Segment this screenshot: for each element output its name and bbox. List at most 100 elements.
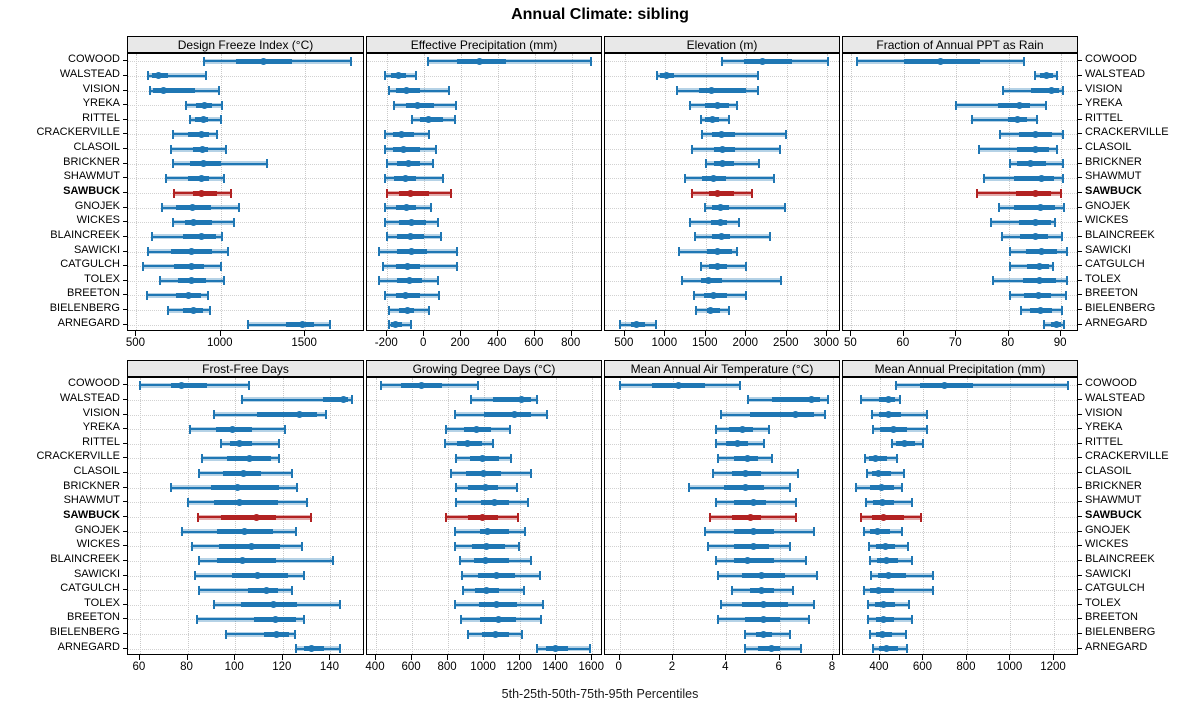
median-dot (1015, 101, 1023, 109)
y-axis-tick (123, 442, 127, 444)
y-axis-tick (1078, 148, 1082, 150)
station-label-left: ARNEGARD (57, 640, 120, 653)
median-dot (872, 454, 880, 462)
gridline-vertical (139, 378, 141, 654)
x-axis-tick-label: 1000 (470, 661, 496, 673)
whisker-cap (898, 395, 901, 405)
whisker-cap (688, 483, 690, 493)
y-axis-tick (1078, 294, 1082, 296)
whisker-cap (411, 115, 414, 125)
whisker-cap (772, 173, 775, 183)
gridline-vertical (827, 54, 829, 330)
median-dot (307, 645, 315, 653)
panel-frost-free-days-header: Frost-Free Days (127, 360, 364, 377)
gridline-horizontal (843, 134, 1077, 136)
panel-growing-degree-days-c (366, 377, 602, 655)
gridline-horizontal (367, 149, 601, 151)
median-dot (397, 130, 405, 138)
gridline-horizontal (367, 324, 601, 326)
gridline-horizontal (605, 648, 839, 650)
gridline-vertical (665, 54, 667, 330)
whisker-cap (456, 261, 459, 271)
whisker-cap (436, 276, 439, 286)
y-axis-tick (1078, 603, 1082, 605)
median-dot (197, 130, 205, 138)
percentile-5-95-line (896, 384, 1069, 387)
gridline-horizontal (843, 75, 1077, 77)
y-axis-tick (123, 516, 127, 517)
y-axis-tick (1078, 250, 1082, 252)
median-dot (240, 469, 248, 477)
x-axis-tick (832, 655, 833, 660)
station-label-left: BRICKNER (63, 155, 120, 168)
percentile-5-95-line (657, 74, 758, 77)
x-axis-tick (965, 655, 967, 660)
x-axis-tick-label: 800 (956, 661, 976, 673)
gridline-horizontal (367, 193, 601, 194)
whisker-cap (193, 571, 196, 581)
whisker-cap (529, 556, 532, 566)
gridline-vertical (966, 378, 968, 654)
whisker-cap (865, 468, 868, 478)
whisker-cap (900, 527, 903, 537)
median-dot (299, 321, 307, 329)
gridline-horizontal (367, 266, 601, 268)
station-label-left: WALSTEAD (59, 391, 120, 404)
median-dot (875, 586, 883, 594)
gridline-vertical (187, 378, 189, 654)
x-axis-tick-label: 1200 (506, 661, 532, 673)
whisker-cap (529, 468, 532, 478)
gridline-horizontal (367, 310, 601, 312)
x-axis-tick (375, 655, 376, 660)
y-axis-tick (1078, 133, 1082, 135)
whisker-cap (768, 424, 770, 434)
whisker-cap (427, 129, 430, 139)
whisker-cap (546, 410, 549, 420)
x-axis-tick (955, 331, 957, 336)
median-dot (1036, 277, 1044, 285)
whisker-cap (212, 410, 215, 420)
percentile-25-75-band (1013, 205, 1056, 211)
whisker-cap (223, 173, 226, 183)
gridline-horizontal (128, 310, 363, 312)
whisker-cap (300, 541, 303, 551)
y-axis-tick (1078, 486, 1082, 488)
whisker-cap (683, 173, 686, 183)
whisker-cap (618, 380, 621, 390)
whisker-cap (720, 600, 722, 610)
whisker-cap (212, 600, 215, 610)
whisker-cap (699, 261, 702, 271)
median-dot (200, 160, 208, 168)
whisker-cap (219, 261, 222, 271)
percentile-25-75-band (771, 397, 820, 403)
x-axis-tick-label: 70 (948, 337, 962, 349)
percentile-25-75-band (220, 514, 276, 520)
whisker-cap (808, 614, 810, 624)
whisker-cap (541, 600, 544, 610)
gridline-horizontal (605, 634, 839, 636)
whisker-cap (449, 188, 452, 198)
whisker-cap (991, 276, 994, 286)
whisker-cap (429, 203, 432, 213)
whisker-cap (520, 629, 523, 639)
gridline-horizontal (843, 458, 1077, 460)
gridline-horizontal (843, 310, 1077, 312)
x-axis-tick-label: 400 (869, 661, 889, 673)
station-label-right: SAWBUCK (1085, 509, 1142, 521)
median-dot (875, 469, 883, 477)
whisker-cap (971, 115, 973, 125)
whisker-cap (699, 115, 702, 125)
station-label-left: BIELENBERG (49, 626, 120, 639)
station-label-right: COWOOD (1085, 53, 1137, 66)
figure-title: Annual Climate: sibling (511, 6, 689, 23)
whisker-cap (800, 644, 802, 654)
station-label-left: CRACKERVILLE (36, 126, 120, 139)
panel-effective-precipitation-mm-header: Effective Precipitation (mm) (366, 36, 602, 53)
whisker-cap (864, 497, 867, 507)
x-axis-tick-label: 600 (524, 337, 544, 349)
median-dot (201, 101, 209, 109)
percentile-25-75-band (731, 514, 761, 520)
median-dot (481, 484, 489, 492)
median-dot (709, 291, 717, 299)
percentile-25-75-band (213, 499, 279, 505)
